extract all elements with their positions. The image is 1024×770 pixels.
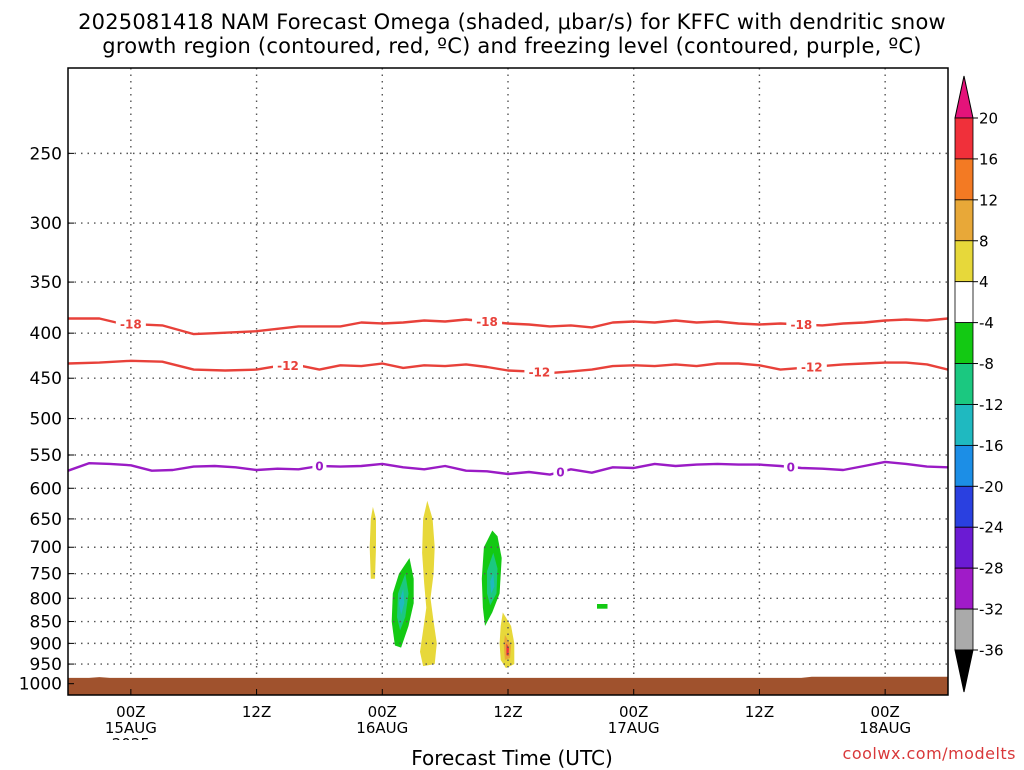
x-tick-label: 00Z	[870, 703, 899, 721]
x-tick-label: 00Z	[116, 703, 145, 721]
contour-label: 0	[315, 459, 323, 473]
contour-label-bg	[786, 316, 817, 333]
colorbar-bin	[954, 363, 974, 405]
contour-label-bg	[312, 457, 327, 474]
y-tick-label: 600	[30, 479, 62, 499]
omega-shaded-region	[369, 506, 376, 579]
y-tick-label: 700	[30, 538, 62, 558]
contour-label: -12	[529, 366, 551, 380]
contour-label: -18	[790, 318, 812, 332]
omega-shaded-region	[597, 604, 608, 609]
x-tick-label: 00Z	[619, 703, 648, 721]
omega-shaded-region	[490, 573, 495, 594]
colorbar-tick-label: 12	[979, 191, 998, 209]
y-tick-label: 900	[30, 634, 62, 654]
colorbar-over-arrow	[954, 75, 974, 119]
y-tick-label: 950	[30, 655, 62, 675]
chart-title-line-2: growth region (contoured, red, ºC) and f…	[102, 34, 922, 58]
colorbar-tick-label: 20	[979, 110, 998, 128]
contour-freezing-level: 0 0 0	[68, 457, 948, 480]
plot-area: -18 -18 -18 -12 -12 -12 0 0 0 250 300 350 400 450 500 5…	[19, 67, 949, 740]
contour-label: 0	[556, 465, 564, 479]
colorbar-bin	[954, 444, 974, 487]
y-tick-label: 450	[30, 369, 62, 389]
colorbar-bin	[954, 526, 974, 569]
contour-label: -18	[120, 317, 142, 331]
contour-label: 0	[787, 460, 795, 474]
y-tick-label: 500	[30, 410, 62, 430]
y-tick-label: 750	[30, 565, 62, 585]
omega-shaded-region	[399, 588, 405, 615]
colorbar-under-arrow	[954, 649, 974, 693]
x-axis-label: Forecast Time (UTC)	[411, 746, 613, 770]
contour-label-bg	[796, 359, 827, 376]
colorbar-tick-label: -36	[979, 642, 1004, 660]
contour-line	[68, 317, 948, 336]
plot-contents: -18 -18 -18 -12 -12 -12 0 0 0	[68, 68, 948, 695]
colorbar-tick-label: 16	[979, 150, 998, 168]
y-tick-label: 850	[30, 613, 62, 633]
y-tick-label: 650	[30, 510, 62, 530]
contour-label-bg	[524, 364, 555, 381]
x-tick-label: 12Z	[493, 703, 522, 721]
colorbar-tick-label: 4	[979, 273, 989, 291]
chart-title-line-1: 2025081418 NAM Forecast Omega (shaded, μ…	[78, 10, 946, 34]
colorbar: 20 16 12 8 4 -4 -8 -12 -16 -20 -24 -28 -32 -36	[954, 75, 1004, 693]
colorbar-tick-label: -16	[979, 437, 1004, 455]
x-tick-label: 2025	[112, 735, 150, 740]
contour-label-bg	[553, 463, 568, 480]
y-tick-label: 800	[30, 589, 62, 609]
contour-label-bg	[115, 315, 146, 332]
colorbar-bin	[954, 322, 974, 364]
colorbar-bin	[954, 485, 974, 528]
colorbar-bin	[954, 404, 974, 446]
ground-terrain	[68, 676, 948, 695]
contour-label-bg	[783, 458, 798, 475]
x-tick-label: 00Z	[368, 703, 397, 721]
contour-label-bg	[472, 313, 503, 330]
colorbar-tick-label: 8	[979, 232, 989, 250]
contour-label: -12	[277, 359, 299, 373]
y-tick-label: 1000	[19, 675, 62, 695]
omega-shaded-region	[420, 500, 437, 667]
colorbar-tick-label: -20	[979, 478, 1004, 496]
credit-text: coolwx.com/modelts	[842, 744, 1016, 763]
y-tick-label: 250	[30, 144, 62, 164]
colorbar-bin	[954, 158, 974, 201]
x-tick-label: 12Z	[242, 703, 271, 721]
x-tick-label: 15AUG	[105, 719, 157, 737]
colorbar-bin	[954, 281, 974, 324]
colorbar-bin	[954, 240, 974, 283]
contour-label: -12	[801, 361, 823, 375]
contour-dgz-18: -18 -18 -18	[68, 313, 948, 336]
colorbar-tick-label: -24	[979, 519, 1004, 537]
y-tick-label: 300	[30, 214, 62, 234]
colorbar-tick-label: -28	[979, 560, 1004, 578]
colorbar-tick-label: -32	[979, 601, 1004, 619]
omega-shaded-region	[506, 643, 509, 656]
y-tick-label: 350	[30, 273, 62, 293]
x-tick-label: 16AUG	[356, 719, 408, 737]
x-tick-label: 17AUG	[608, 719, 660, 737]
colorbar-tick-label: -4	[979, 314, 994, 332]
contour-label-bg	[273, 357, 303, 374]
colorbar-tick-label: -8	[979, 355, 994, 373]
colorbar-bin	[954, 608, 974, 651]
colorbar-bin	[954, 117, 974, 160]
omega-time-height-chart: -18 -18 -18 -12 -12 -12 0 0 0 250 300 350 400 450 500 5…	[19, 67, 1004, 740]
contour-dgz-12: -12 -12 -12	[68, 357, 948, 381]
colorbar-bin	[954, 567, 974, 610]
contour-label: -18	[476, 315, 498, 329]
colorbar-bin	[954, 199, 974, 242]
x-tick-label: 12Z	[745, 703, 774, 721]
contour-line	[68, 460, 948, 476]
y-tick-label: 550	[30, 446, 62, 466]
y-tick-label: 400	[30, 324, 62, 344]
x-tick-label: 18AUG	[859, 719, 911, 737]
colorbar-tick-label: -12	[979, 396, 1004, 414]
